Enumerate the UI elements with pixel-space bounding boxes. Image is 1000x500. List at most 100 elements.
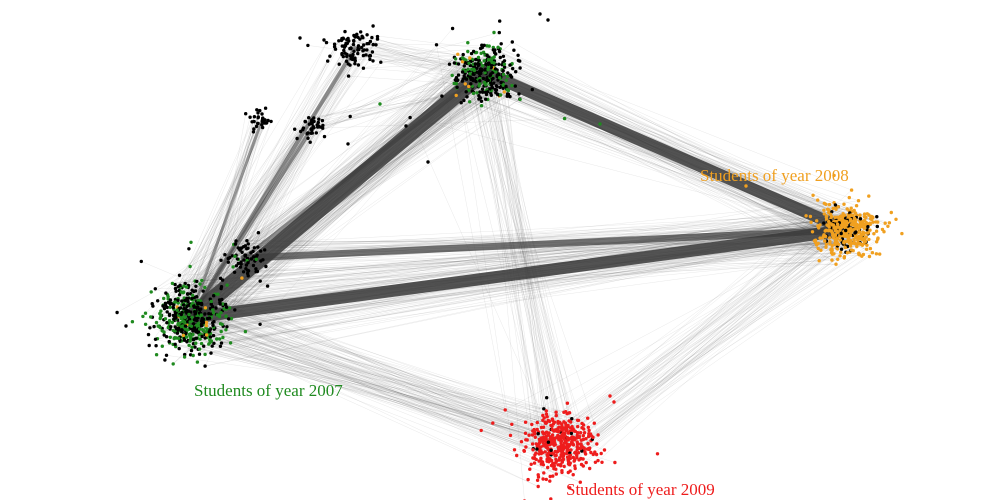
node-1855 bbox=[361, 36, 365, 40]
node-827 bbox=[875, 224, 879, 229]
edge-369 bbox=[221, 342, 539, 487]
node-1476 bbox=[496, 45, 500, 49]
node-1531 bbox=[479, 104, 484, 108]
node-421 bbox=[148, 326, 152, 330]
edge-432 bbox=[478, 95, 842, 237]
node-388 bbox=[143, 311, 148, 315]
node-1252 bbox=[551, 436, 555, 440]
node-518 bbox=[165, 310, 169, 314]
edge-631 bbox=[571, 233, 841, 444]
node-1300 bbox=[587, 447, 591, 452]
node-1527 bbox=[456, 73, 461, 77]
edge-619 bbox=[562, 230, 853, 458]
node-946 bbox=[842, 256, 846, 260]
node-1656 bbox=[472, 67, 476, 72]
edge-953 bbox=[307, 57, 455, 139]
edge-926 bbox=[183, 123, 259, 303]
edge-543 bbox=[469, 77, 549, 457]
node-1404 bbox=[498, 55, 502, 60]
node-836 bbox=[857, 241, 862, 245]
node-1759 bbox=[246, 261, 250, 265]
node-676 bbox=[830, 258, 834, 262]
node-1649 bbox=[494, 52, 498, 56]
node-1318 bbox=[539, 449, 543, 453]
edge-336 bbox=[165, 305, 578, 433]
node-365 bbox=[141, 314, 145, 319]
node-1805 bbox=[368, 57, 372, 62]
node-1445 bbox=[489, 91, 493, 95]
node-504 bbox=[187, 332, 192, 337]
node-1432 bbox=[465, 95, 469, 99]
node-1192 bbox=[596, 458, 600, 463]
node-1194 bbox=[582, 431, 587, 435]
node-1242 bbox=[512, 448, 517, 452]
edge-846 bbox=[363, 32, 500, 69]
node-1752 bbox=[219, 258, 223, 262]
edge-124 bbox=[195, 199, 818, 311]
node-1405 bbox=[468, 100, 472, 104]
edge-924 bbox=[185, 110, 261, 310]
node-404 bbox=[158, 325, 162, 330]
node-164 bbox=[221, 335, 225, 340]
node-438 bbox=[166, 295, 170, 299]
node-425 bbox=[163, 358, 167, 362]
node-1054 bbox=[589, 450, 593, 455]
node-342 bbox=[167, 312, 172, 316]
node-1931 bbox=[322, 38, 326, 42]
edge-837 bbox=[373, 44, 505, 62]
node-1674 bbox=[453, 57, 458, 61]
node-1918 bbox=[266, 118, 270, 123]
node-1074 bbox=[572, 459, 576, 463]
node-1816 bbox=[365, 42, 369, 46]
edge-322 bbox=[191, 305, 557, 475]
node-722 bbox=[845, 251, 850, 255]
edge-797 bbox=[193, 38, 344, 306]
node-653 bbox=[874, 229, 879, 233]
node-562 bbox=[839, 250, 843, 254]
edge-569 bbox=[456, 80, 544, 439]
node-1821 bbox=[348, 54, 352, 58]
node-560 bbox=[827, 202, 832, 207]
edge-482 bbox=[467, 77, 867, 250]
node-1309 bbox=[538, 439, 542, 443]
node-1715 bbox=[241, 270, 246, 274]
node-1791 bbox=[343, 29, 347, 34]
node-1512 bbox=[518, 59, 522, 63]
node-1620 bbox=[452, 61, 457, 65]
node-491 bbox=[219, 341, 224, 345]
edge-215 bbox=[155, 53, 482, 290]
edge-704 bbox=[241, 60, 485, 249]
cluster-cMid bbox=[218, 231, 268, 283]
node-1730 bbox=[261, 258, 265, 262]
node-1546 bbox=[456, 52, 460, 56]
node-1547 bbox=[466, 67, 470, 72]
edge-313 bbox=[178, 316, 553, 444]
node-1652 bbox=[434, 43, 439, 47]
edge-650 bbox=[537, 238, 849, 481]
edge-835 bbox=[363, 67, 465, 77]
node-1332 bbox=[547, 457, 551, 461]
node-95 bbox=[203, 312, 207, 316]
node-259 bbox=[115, 310, 119, 315]
edge-85 bbox=[183, 220, 831, 287]
edge-741 bbox=[262, 259, 837, 265]
node-282 bbox=[225, 325, 229, 329]
node-332 bbox=[228, 341, 233, 345]
node-1316 bbox=[551, 474, 555, 478]
node-1335 bbox=[544, 409, 548, 413]
node-1678 bbox=[492, 61, 496, 65]
node-480 bbox=[233, 308, 237, 312]
node-377 bbox=[189, 240, 193, 244]
edge-601 bbox=[570, 230, 841, 459]
node-1847 bbox=[370, 35, 374, 40]
edge-545 bbox=[479, 72, 552, 443]
node-298 bbox=[188, 264, 192, 269]
node-1659 bbox=[467, 61, 471, 65]
node-89 bbox=[191, 329, 195, 333]
edge-326 bbox=[173, 344, 566, 412]
node-1929 bbox=[261, 116, 265, 121]
node-1709 bbox=[252, 246, 257, 250]
node-454 bbox=[224, 305, 229, 309]
edge-319 bbox=[177, 330, 535, 456]
node-1608 bbox=[505, 74, 510, 79]
